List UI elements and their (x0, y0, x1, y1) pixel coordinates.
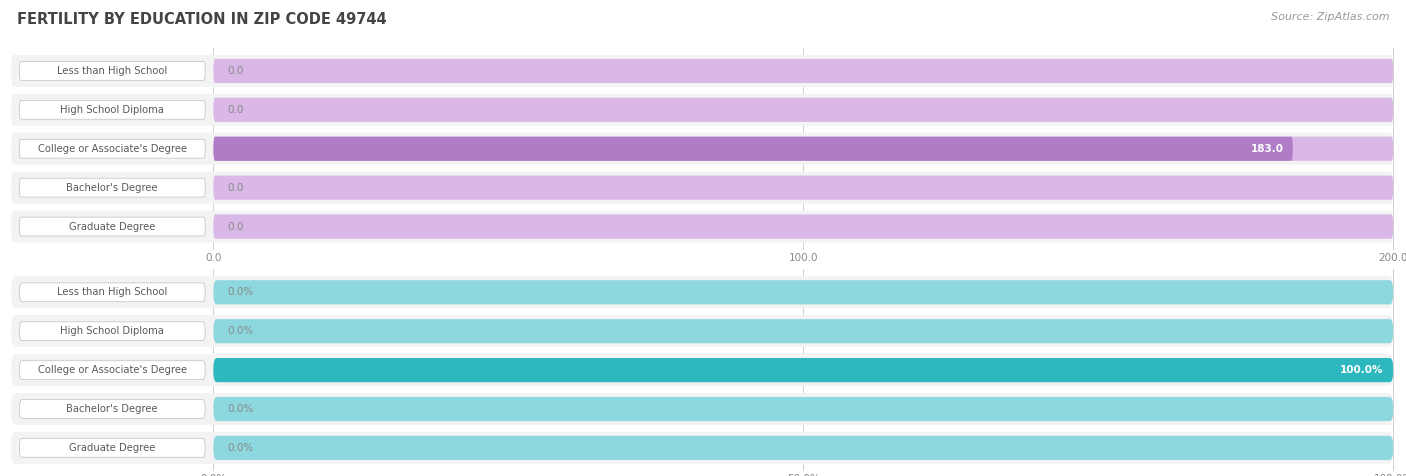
FancyBboxPatch shape (214, 98, 1393, 122)
FancyBboxPatch shape (11, 55, 1393, 87)
Text: 0.0%: 0.0% (228, 288, 254, 298)
FancyBboxPatch shape (214, 59, 1393, 83)
Text: 0.0%: 0.0% (228, 326, 254, 336)
FancyBboxPatch shape (214, 215, 1393, 238)
FancyBboxPatch shape (11, 432, 1393, 464)
FancyBboxPatch shape (214, 436, 1393, 460)
FancyBboxPatch shape (214, 280, 1393, 304)
FancyBboxPatch shape (214, 319, 1393, 343)
FancyBboxPatch shape (214, 358, 1393, 382)
FancyBboxPatch shape (214, 280, 1393, 304)
FancyBboxPatch shape (20, 139, 205, 158)
Text: Less than High School: Less than High School (58, 66, 167, 76)
FancyBboxPatch shape (214, 358, 1393, 382)
FancyBboxPatch shape (214, 137, 1292, 161)
FancyBboxPatch shape (11, 133, 1393, 165)
Text: Source: ZipAtlas.com: Source: ZipAtlas.com (1271, 12, 1389, 22)
FancyBboxPatch shape (214, 98, 1393, 122)
FancyBboxPatch shape (11, 315, 1393, 347)
FancyBboxPatch shape (11, 393, 1393, 425)
FancyBboxPatch shape (214, 137, 1393, 161)
FancyBboxPatch shape (11, 94, 1393, 126)
Text: 0.0%: 0.0% (228, 404, 254, 414)
FancyBboxPatch shape (20, 322, 205, 341)
FancyBboxPatch shape (11, 354, 1393, 386)
FancyBboxPatch shape (11, 210, 1393, 242)
FancyBboxPatch shape (214, 436, 1393, 460)
Text: Bachelor's Degree: Bachelor's Degree (66, 404, 157, 414)
FancyBboxPatch shape (11, 277, 1393, 308)
FancyBboxPatch shape (214, 397, 1393, 421)
FancyBboxPatch shape (11, 172, 1393, 204)
Text: 0.0%: 0.0% (228, 443, 254, 453)
Text: College or Associate's Degree: College or Associate's Degree (38, 365, 187, 375)
FancyBboxPatch shape (214, 397, 1393, 421)
Text: Bachelor's Degree: Bachelor's Degree (66, 183, 157, 193)
Text: 0.0: 0.0 (228, 105, 245, 115)
FancyBboxPatch shape (214, 215, 1393, 238)
Text: College or Associate's Degree: College or Associate's Degree (38, 144, 187, 154)
FancyBboxPatch shape (214, 137, 1393, 161)
FancyBboxPatch shape (20, 178, 205, 197)
Text: 100.0%: 100.0% (1340, 365, 1384, 375)
Text: 0.0: 0.0 (228, 66, 245, 76)
FancyBboxPatch shape (20, 217, 205, 236)
FancyBboxPatch shape (20, 438, 205, 457)
FancyBboxPatch shape (214, 319, 1393, 343)
FancyBboxPatch shape (20, 361, 205, 379)
Text: 183.0: 183.0 (1250, 144, 1284, 154)
FancyBboxPatch shape (214, 59, 1393, 83)
Text: FERTILITY BY EDUCATION IN ZIP CODE 49744: FERTILITY BY EDUCATION IN ZIP CODE 49744 (17, 12, 387, 27)
Text: Graduate Degree: Graduate Degree (69, 221, 156, 231)
Text: High School Diploma: High School Diploma (60, 105, 165, 115)
FancyBboxPatch shape (214, 176, 1393, 200)
Text: Graduate Degree: Graduate Degree (69, 443, 156, 453)
FancyBboxPatch shape (20, 399, 205, 418)
Text: 0.0: 0.0 (228, 221, 245, 231)
FancyBboxPatch shape (20, 61, 205, 80)
FancyBboxPatch shape (20, 283, 205, 302)
Text: Less than High School: Less than High School (58, 288, 167, 298)
Text: High School Diploma: High School Diploma (60, 326, 165, 336)
FancyBboxPatch shape (20, 100, 205, 119)
FancyBboxPatch shape (214, 358, 1393, 382)
FancyBboxPatch shape (214, 176, 1393, 200)
Text: 0.0: 0.0 (228, 183, 245, 193)
